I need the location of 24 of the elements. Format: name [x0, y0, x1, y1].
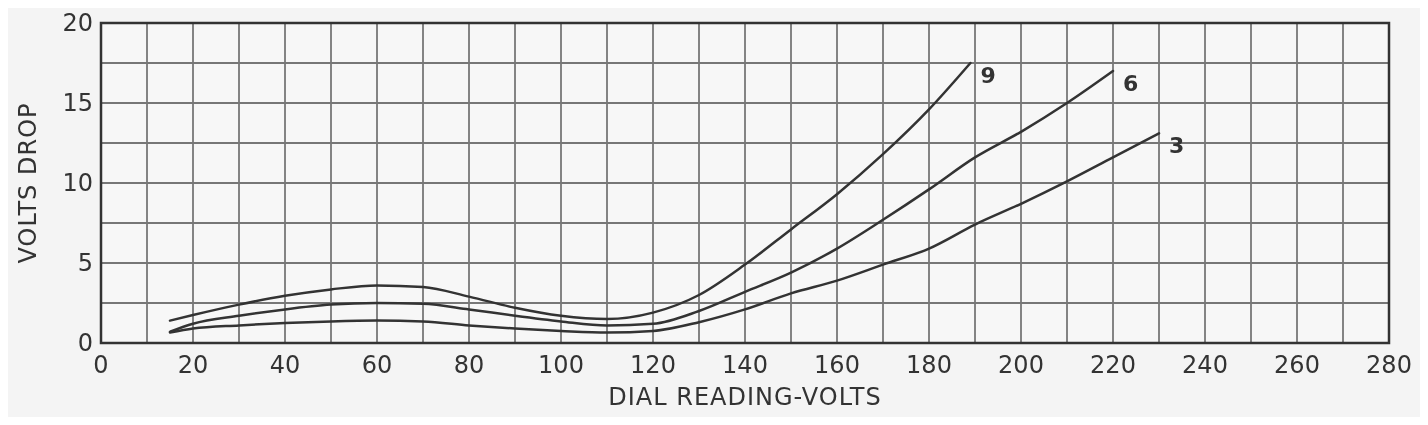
y-tick-label: 20: [62, 9, 93, 37]
x-tick-label: 200: [998, 351, 1044, 379]
x-axis-title: DIAL READING-VOLTS: [608, 383, 882, 411]
x-tick-label: 120: [630, 351, 676, 379]
y-tick-label: 0: [77, 329, 93, 357]
x-tick-label: 260: [1274, 351, 1320, 379]
series-label: 9: [980, 63, 996, 88]
x-tick-label: 140: [722, 351, 768, 379]
line-series: [168, 61, 972, 322]
x-tick-label: 40: [269, 351, 301, 379]
series-label: 6: [1123, 71, 1139, 96]
x-tick-label: 180: [906, 351, 952, 379]
x-tick-label: 220: [1090, 351, 1136, 379]
x-tick-label: 160: [814, 351, 860, 379]
x-tick-label: 100: [538, 351, 584, 379]
x-tick-label: 80: [453, 351, 485, 379]
x-tick-label: 20: [177, 351, 209, 379]
y-axis-title: VOLTS DROP: [14, 102, 42, 264]
x-tick-label: 240: [1182, 351, 1228, 379]
y-tick-label: 15: [62, 89, 93, 117]
y-tick-label: 10: [62, 169, 93, 197]
x-tick-label: 280: [1366, 351, 1412, 379]
x-tick-label: 60: [361, 351, 393, 379]
y-tick-label: 5: [77, 249, 93, 277]
